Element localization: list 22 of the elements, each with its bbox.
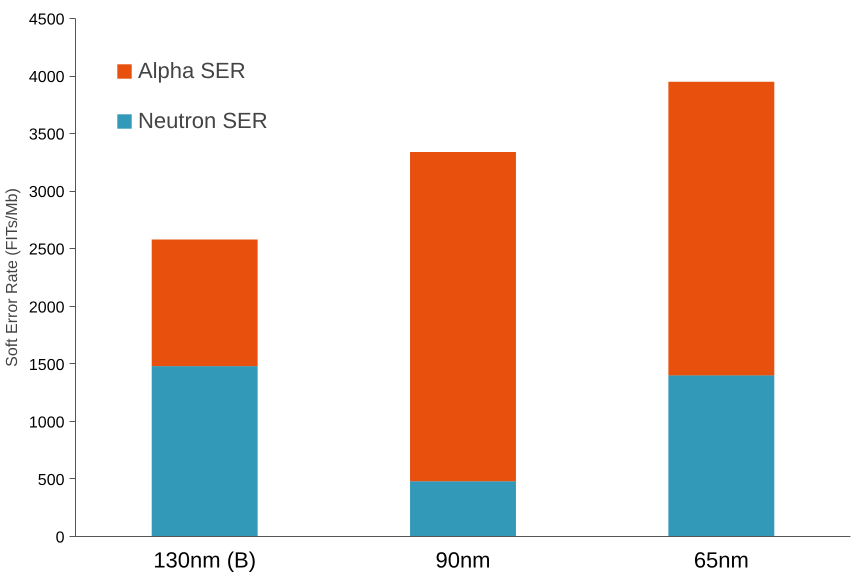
- x-tick-label: 90nm: [435, 548, 491, 572]
- legend-label: Alpha SER: [138, 58, 246, 84]
- y-tick-label: 4500: [28, 12, 65, 28]
- y-tick-label: 0: [56, 530, 65, 546]
- y-tick-label: 3500: [28, 126, 65, 144]
- bar: [410, 481, 516, 536]
- legend-label: Neutron SER: [138, 108, 268, 134]
- bar: [668, 82, 774, 376]
- y-tick-label: 1000: [28, 414, 65, 432]
- x-tick-label: 65nm: [694, 548, 749, 572]
- bar: [410, 152, 516, 482]
- y-tick-label: 500: [38, 472, 65, 489]
- y-axis-title: Soft Error Rate (FITs/Mb): [4, 188, 21, 367]
- y-tick-label: 3000: [28, 184, 65, 202]
- x-tick-label: 130nm (B): [153, 548, 256, 572]
- bar: [668, 375, 774, 536]
- y-tick-label: 1500: [28, 356, 65, 374]
- bar: [152, 366, 258, 536]
- bar: [152, 240, 258, 366]
- y-tick-label: 2000: [28, 299, 65, 316]
- y-tick-label: 2500: [28, 242, 65, 259]
- y-tick-label: 4000: [28, 69, 65, 86]
